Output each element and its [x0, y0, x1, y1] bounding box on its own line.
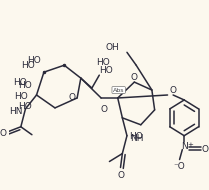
Text: Abs: Abs	[113, 88, 124, 93]
Text: NH: NH	[130, 134, 143, 143]
Text: HO: HO	[18, 81, 32, 89]
Text: O: O	[0, 129, 7, 138]
Text: +: +	[188, 142, 194, 148]
Text: HO: HO	[99, 66, 113, 75]
Text: O: O	[169, 86, 176, 95]
Text: O: O	[202, 145, 209, 154]
Text: O: O	[100, 105, 107, 114]
Text: O: O	[68, 93, 75, 102]
Text: ⁻O: ⁻O	[174, 162, 185, 171]
Text: HO: HO	[14, 93, 28, 101]
Text: HO: HO	[21, 61, 35, 70]
Text: N: N	[181, 142, 187, 151]
Text: HO: HO	[129, 132, 143, 141]
Text: O: O	[118, 171, 125, 180]
Text: HO: HO	[18, 102, 32, 111]
Text: HO: HO	[27, 56, 41, 65]
Text: O: O	[131, 73, 138, 82]
Text: HO: HO	[97, 58, 110, 67]
Text: HO: HO	[13, 78, 27, 87]
Text: HN: HN	[9, 107, 23, 116]
Text: OH: OH	[106, 43, 120, 52]
